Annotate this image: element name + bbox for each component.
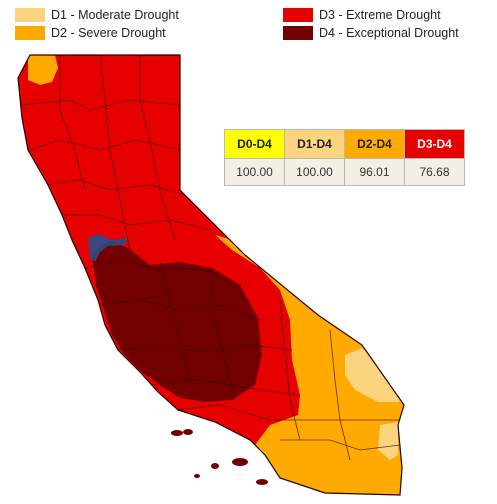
legend-swatch-d4 bbox=[283, 26, 313, 40]
stats-value-d1-d4: 100.00 bbox=[284, 158, 345, 186]
drought-layers bbox=[18, 55, 404, 495]
california-outline bbox=[17, 54, 405, 496]
bay-area-water bbox=[88, 234, 128, 262]
stats-header-d1-d4: D1-D4 bbox=[284, 129, 345, 159]
channel-islands bbox=[171, 429, 268, 485]
legend-label-d4: D4 - Exceptional Drought bbox=[319, 26, 459, 40]
legend-right: D3 - Extreme Drought D4 - Exceptional Dr… bbox=[283, 6, 459, 42]
island-3 bbox=[232, 458, 248, 466]
stats-value-d2-d4: 96.01 bbox=[344, 158, 405, 186]
legend-label-d3: D3 - Extreme Drought bbox=[319, 8, 441, 22]
county-boundaries bbox=[21, 55, 401, 461]
legend-swatch-d2 bbox=[15, 26, 45, 40]
legend-item-d2: D2 - Severe Drought bbox=[15, 24, 179, 42]
drought-stats-table: D0-D4 D1-D4 D2-D4 D3-D4 100.00 100.00 96… bbox=[224, 129, 465, 186]
legend-left: D1 - Moderate Drought D2 - Severe Drough… bbox=[15, 6, 179, 42]
legend-label-d2: D2 - Severe Drought bbox=[51, 26, 166, 40]
d1-southeast-area bbox=[378, 422, 398, 460]
stats-value-row: 100.00 100.00 96.01 76.68 bbox=[224, 158, 465, 186]
d4-exceptional-area bbox=[92, 240, 262, 402]
stats-header-d0-d4: D0-D4 bbox=[224, 129, 285, 159]
legend-item-d4: D4 - Exceptional Drought bbox=[283, 24, 459, 42]
stats-value-d0-d4: 100.00 bbox=[224, 158, 285, 186]
d2-northwest-area bbox=[28, 55, 58, 85]
stats-header-row: D0-D4 D1-D4 D2-D4 D3-D4 bbox=[224, 129, 465, 159]
d1-east-area bbox=[345, 348, 404, 402]
island-6 bbox=[194, 474, 200, 478]
legend-item-d3: D3 - Extreme Drought bbox=[283, 6, 459, 24]
island-4 bbox=[211, 463, 219, 469]
stats-header-d2-d4: D2-D4 bbox=[344, 129, 405, 159]
d2-severe-area bbox=[215, 235, 404, 495]
stats-value-d3-d4: 76.68 bbox=[404, 158, 465, 186]
legend-item-d1: D1 - Moderate Drought bbox=[15, 6, 179, 24]
legend-swatch-d1 bbox=[15, 8, 45, 22]
legend-label-d1: D1 - Moderate Drought bbox=[51, 8, 179, 22]
island-2 bbox=[183, 429, 193, 435]
legend-swatch-d3 bbox=[283, 8, 313, 22]
island-5 bbox=[256, 479, 268, 485]
d3-extreme-area bbox=[18, 55, 404, 495]
stats-header-d3-d4: D3-D4 bbox=[404, 129, 465, 159]
island-1 bbox=[171, 430, 183, 436]
